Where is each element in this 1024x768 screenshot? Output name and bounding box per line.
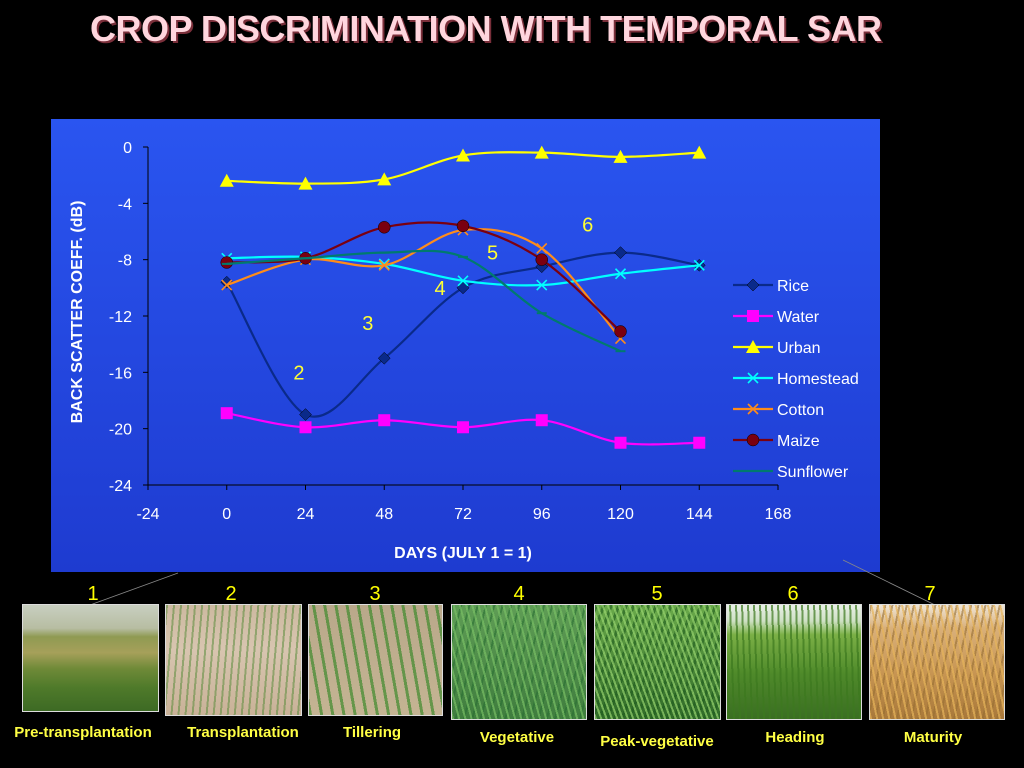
stage-label-tillering: Tillering [342,724,402,741]
stage-label-peak-vegetative: Peak-vegetative [600,733,714,750]
legend-label-cotton: Cotton [777,402,824,419]
data-point-urban [219,173,234,187]
data-point-homestead [536,279,548,291]
plot-background [51,119,880,572]
data-point-water [299,421,312,434]
backscatter-line-chart: 0-4-8-12-16-20-24-24 0 24 48 72 96 120 144 168DA… [51,119,880,572]
x-tick-label: 120 [607,506,634,523]
legend-marker-urban [746,340,760,353]
legend-marker-rice [746,278,760,292]
data-point-water [378,414,391,427]
photo-transplantation [165,604,302,716]
y-tick-label: -4 [118,196,132,213]
stage-number-1: 1 [87,583,99,605]
data-point-urban [613,149,628,163]
data-point-urban [456,148,470,162]
x-tick-label: 96 [533,506,551,523]
data-point-maize [535,253,548,266]
data-point-water [457,421,469,434]
data-point-urban [534,145,549,159]
stage-label-maturity: Maturity [903,729,963,746]
stage-number-4: 4 [513,583,525,605]
y-tick-label: -16 [109,365,132,382]
stage-annotation: 3 [362,313,373,335]
data-point-urban [377,172,392,186]
x-tick-label: 0 [222,506,231,523]
data-point-homestead [614,268,627,280]
legend-label-homestead: Homestead [777,371,859,388]
photo-pre-transplantation [22,604,159,712]
data-point-cotton [536,242,548,254]
stage-label-vegetative: Vegetative [479,729,555,746]
photo-maturity [869,604,1005,720]
data-point-rice [377,351,391,365]
legend-label-rice: Rice [777,278,809,295]
stage-number-2: 2 [225,583,237,605]
photo-heading [726,604,862,720]
photo-peak-vegetative [594,604,721,720]
stage-number-7: 7 [924,583,936,605]
y-tick-label: 0 [123,140,132,157]
stage-annotation: 6 [582,215,593,237]
data-point-homestead [457,275,469,287]
x-tick-label: 72 [454,506,472,523]
legend-label-urban: Urban [777,340,821,357]
data-point-water [614,436,627,449]
stage-number-5: 5 [651,583,663,605]
y-axis-label: BACK SCATTER COEFF. (dB) [69,201,86,424]
legend-marker-maize [746,433,760,447]
legend-label-maize: Maize [777,433,820,450]
y-tick-label: -8 [118,253,132,270]
data-point-urban [692,145,707,159]
data-point-maize [614,325,627,338]
data-point-rice [614,246,627,259]
x-tick-label: 24 [297,506,315,523]
x-tick-label: -24 [136,506,159,523]
stage-annotation: 5 [487,243,498,265]
data-point-homestead [693,259,705,271]
y-tick-label: -24 [109,478,132,495]
photo-vegetative [451,604,587,720]
data-point-homestead [378,258,390,270]
stage-label-pre-transplantation: Pre-transplantation [14,724,152,741]
legend-marker-water [747,310,759,322]
y-tick-label: -12 [109,309,132,326]
x-tick-label: 144 [686,506,713,523]
x-axis-label: DAYS (JULY 1 = 1) [394,545,532,562]
chart-panel: 0 -4 -8 -12 -16 -20 -24 -24 0 24 48 72 96 120 144 168 DA… [51,119,880,572]
data-point-maize [378,221,391,234]
data-point-urban [298,176,313,190]
stage-annotation: 2 [293,362,304,384]
y-tick-label: -20 [109,422,132,439]
data-point-cotton [378,259,390,271]
stage-number-6: 6 [787,583,799,605]
legend-label-sunflower: Sunflower [777,464,849,481]
legend-marker-homestead [747,372,759,384]
data-point-water [535,414,548,427]
slide-title: CROP DISCRIMINATION WITH TEMPORAL SAR [90,8,882,49]
data-point-rice [299,408,312,421]
x-tick-label: 48 [375,506,393,523]
data-point-maize [456,219,470,233]
legend-label-water: Water [777,309,820,326]
data-point-water [220,407,233,420]
photo-tillering [308,604,443,716]
stage-label-transplantation: Transplantation [187,724,299,741]
stage-annotation: 4 [434,278,445,300]
data-point-water [693,436,706,449]
x-tick-label: 168 [765,506,792,523]
data-point-cotton [221,279,233,291]
legend-marker-cotton [747,403,759,415]
stage-label-heading: Heading [765,729,825,746]
stage-number-3: 3 [369,583,381,605]
